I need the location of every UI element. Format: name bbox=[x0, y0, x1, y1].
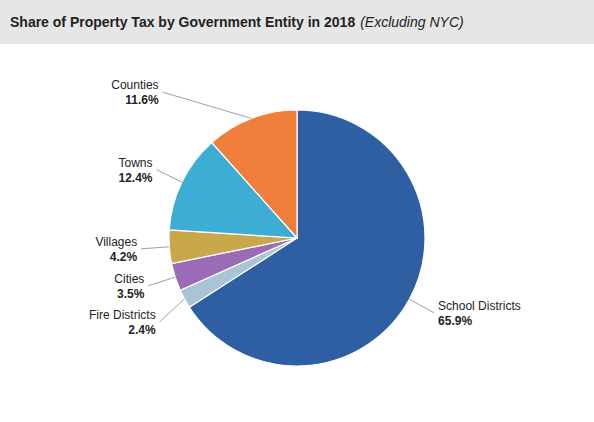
slice-name: Cities bbox=[114, 272, 144, 286]
data-label: 3.5% bbox=[117, 287, 145, 301]
leader-line bbox=[141, 247, 169, 249]
title-group: Share of Property Tax by Government Enti… bbox=[10, 14, 464, 30]
leader-line bbox=[148, 277, 175, 286]
data-labels: School Districts65.9% Fire Districts2.4% C… bbox=[89, 78, 521, 337]
chart-container: Share of Property Tax by Government Enti… bbox=[0, 0, 594, 422]
title-bar bbox=[0, 0, 594, 44]
data-label: 12.4% bbox=[119, 171, 153, 185]
slice-name: Fire Districts bbox=[89, 308, 156, 322]
pie-slice bbox=[212, 110, 297, 238]
chart: Share of Property Tax by Government Enti… bbox=[0, 0, 594, 422]
leader-line bbox=[163, 92, 252, 118]
leader-line bbox=[160, 299, 185, 322]
data-label: 4.2% bbox=[110, 250, 138, 264]
slice-name: Counties bbox=[111, 78, 158, 92]
subtitle: (Excluding NYC) bbox=[360, 14, 463, 30]
data-label: 2.4% bbox=[128, 323, 156, 337]
leader-line bbox=[157, 170, 182, 182]
data-label: 65.9% bbox=[438, 314, 472, 328]
pie bbox=[169, 110, 425, 366]
slice-name: School Districts bbox=[438, 299, 521, 313]
slice-name: Towns bbox=[119, 156, 153, 170]
slice-name: Villages bbox=[95, 235, 137, 249]
title: Share of Property Tax by Government Enti… bbox=[10, 14, 355, 30]
data-label: 11.6% bbox=[125, 93, 159, 107]
leader-line bbox=[409, 299, 434, 312]
